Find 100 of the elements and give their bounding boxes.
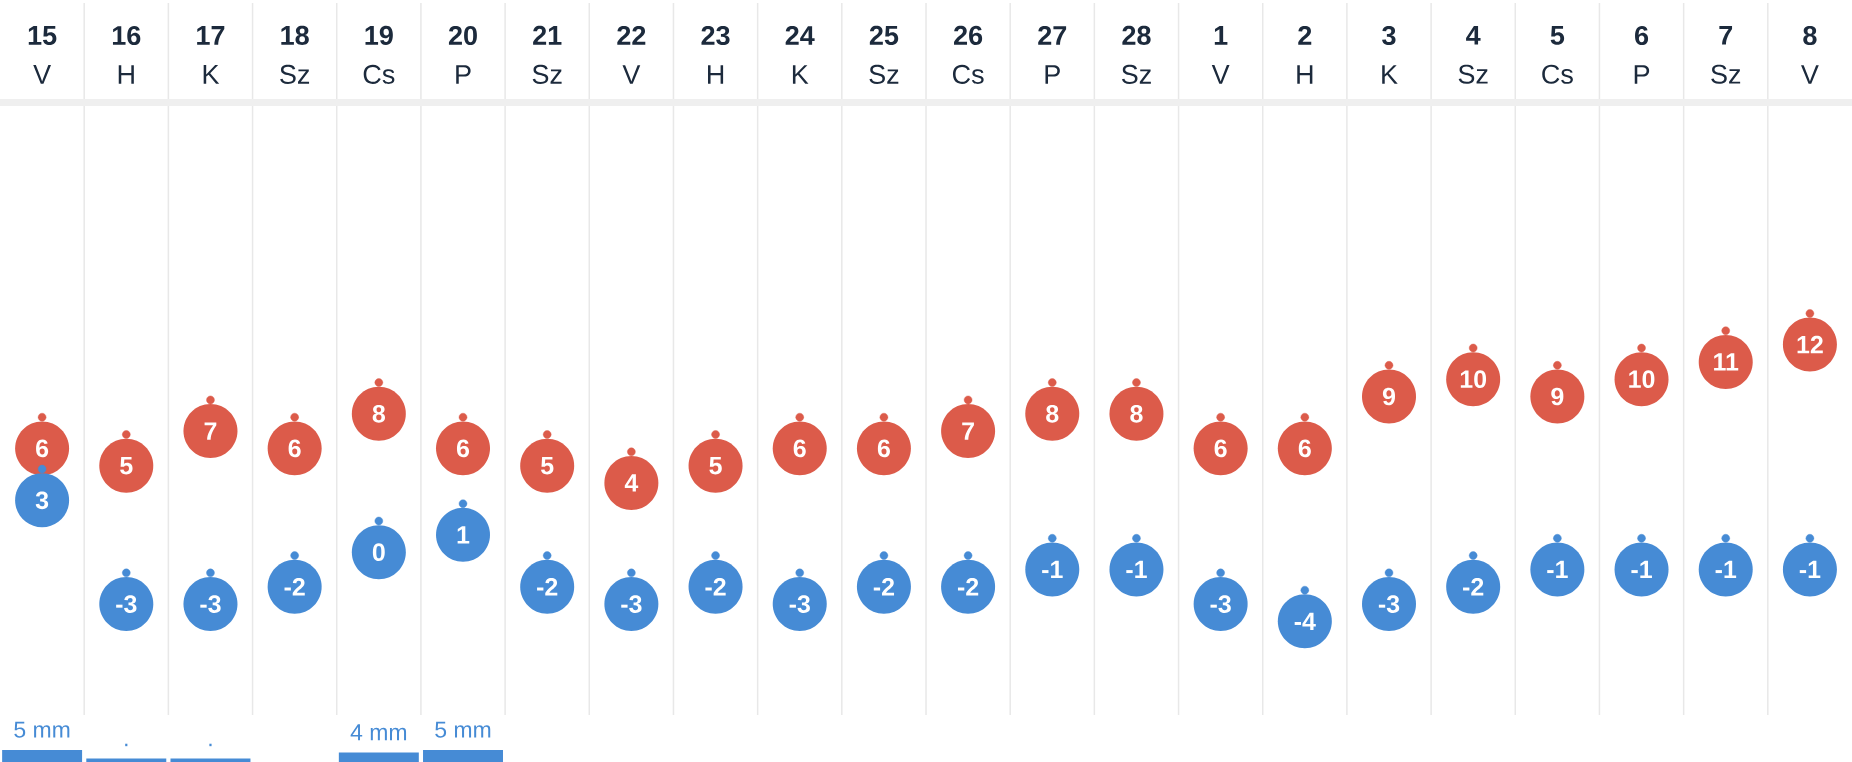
data-label: 4 mm [350, 724, 407, 741]
data-label: 3 [35, 491, 49, 510]
x-tick-label: 6 P [1634, 25, 1650, 84]
data-label: 7 [962, 422, 974, 440]
data-label: 5 [120, 456, 133, 475]
point [1468, 343, 1478, 353]
data-label: 6 [36, 439, 49, 458]
point [542, 430, 552, 439]
data-label: 5 mm [14, 721, 70, 738]
point [627, 447, 636, 456]
point [879, 551, 889, 560]
x-tick-label: 15 V [28, 26, 57, 84]
point [711, 430, 720, 439]
point [1805, 534, 1815, 543]
data-label: -3 [621, 595, 642, 613]
x-tick-label: 2 H [1297, 25, 1313, 84]
data-label: . [209, 743, 212, 747]
data-label: -3 [200, 595, 221, 613]
data-label: -2 [957, 578, 979, 596]
point [206, 395, 215, 405]
x-tick-label: 25 Sz [869, 25, 899, 84]
x-tick-label: 5 Cs [1542, 25, 1573, 84]
x-tick-label: 3 K [1382, 25, 1398, 84]
data-label: 8 [1130, 404, 1143, 423]
data-label: -1 [1547, 560, 1568, 579]
x-tick-label: 27 P [1038, 25, 1067, 84]
point [122, 568, 131, 578]
data-label: -2 [284, 578, 305, 596]
point [1300, 585, 1310, 595]
x-tick-label: 17 K [197, 26, 225, 84]
point [795, 412, 804, 422]
point [1553, 361, 1562, 370]
point [1384, 568, 1394, 578]
data-label: -2 [873, 578, 895, 596]
data-label: 9 [1551, 387, 1564, 406]
point [1637, 343, 1646, 353]
data-label: 12 [1797, 335, 1823, 354]
point [542, 551, 552, 560]
point [1468, 551, 1478, 560]
point [1300, 412, 1310, 422]
data-label: -1 [1126, 560, 1147, 579]
data-label: -1 [1799, 560, 1821, 579]
x-tick-label: 7 Sz [1711, 25, 1741, 84]
data-label: 4 [624, 474, 639, 492]
data-label: 10 [1460, 370, 1487, 389]
point [879, 412, 889, 422]
data-label: 6 [877, 439, 890, 458]
data-label: 6 [1298, 439, 1311, 458]
data-label: -2 [705, 578, 726, 596]
point [1553, 534, 1562, 543]
point [627, 568, 636, 578]
data-label: 7 [204, 422, 217, 440]
x-tick-label: 21 Sz [532, 25, 562, 84]
x-tick-label: 26 Cs [952, 25, 984, 84]
point [374, 378, 384, 387]
x-tick-label: 18 Sz [280, 25, 310, 84]
point [37, 412, 47, 422]
data-label: -1 [1042, 560, 1063, 579]
point [458, 499, 468, 508]
x-tick-label: 8 V [1801, 25, 1819, 84]
data-label: 11 [1714, 353, 1739, 371]
data-label: 5 [541, 456, 554, 475]
point [1048, 534, 1057, 543]
point [1216, 412, 1225, 422]
data-label: 5 [709, 456, 722, 475]
data-label: -2 [1463, 578, 1484, 596]
data-label: 9 [1382, 387, 1396, 406]
x-tick-label: 16 H [112, 25, 141, 84]
data-label: -3 [1210, 595, 1231, 613]
data-label: 10 [1629, 370, 1655, 389]
data-label: -4 [1294, 612, 1316, 630]
x-tick-label: 20 P [448, 25, 477, 84]
data-label: 6 [1214, 439, 1227, 458]
data-label: -3 [1378, 595, 1400, 613]
point [290, 551, 299, 560]
point [1132, 534, 1141, 543]
data-label: -1 [1631, 560, 1652, 579]
data-label: 8 [372, 404, 385, 423]
point [963, 395, 973, 405]
data-label: 6 [288, 439, 301, 458]
point [711, 551, 720, 560]
point [206, 568, 215, 578]
x-tick-label: 28 Sz [1121, 25, 1151, 84]
data-label: 6 [793, 439, 806, 458]
x-tick-label: 24 K [785, 25, 815, 84]
x-tick-label: 19 Cs [363, 25, 395, 84]
data-label: 5 mm [435, 721, 491, 738]
point [122, 430, 131, 439]
x-tick-label: 23 H [701, 25, 730, 84]
point [795, 568, 804, 578]
point [1721, 326, 1730, 335]
x-tick-label: 1 V [1211, 26, 1230, 84]
data-label: 0 [372, 543, 385, 562]
data-label: -3 [789, 595, 810, 613]
point [1216, 568, 1225, 578]
point [1048, 378, 1057, 387]
x-tick-label: 22 V [617, 25, 646, 84]
point [1384, 361, 1394, 370]
point [1805, 309, 1815, 318]
data-label: -2 [537, 578, 558, 596]
